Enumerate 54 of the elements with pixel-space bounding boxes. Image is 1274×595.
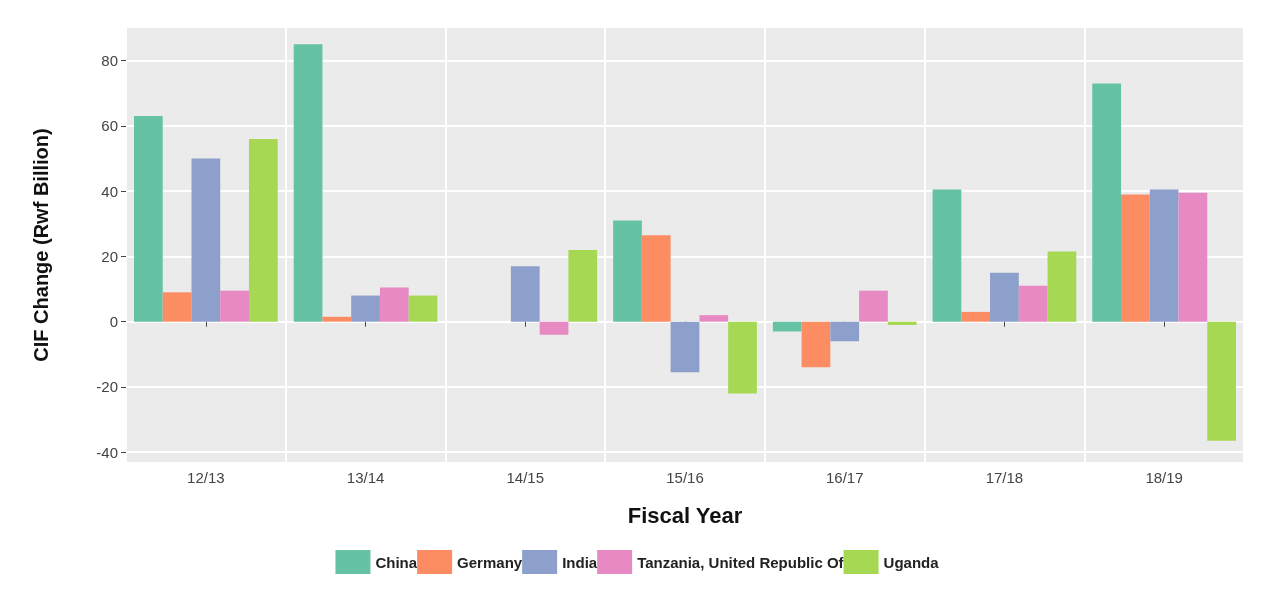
bar <box>990 272 1019 322</box>
bar <box>162 292 192 322</box>
bar <box>641 235 671 322</box>
bar <box>1121 194 1150 322</box>
x-tick-label: 17/18 <box>985 469 1024 486</box>
x-tick-label: 14/15 <box>506 469 545 486</box>
bar <box>1207 321 1237 441</box>
y-tick-label: 60 <box>101 117 118 135</box>
bar <box>859 290 888 322</box>
y-tick-label: 80 <box>101 52 118 70</box>
y-tick-label: 0 <box>109 313 118 331</box>
bar <box>248 138 278 322</box>
bar <box>728 321 757 394</box>
bar <box>568 249 598 322</box>
bar <box>379 287 409 322</box>
bar <box>1149 189 1179 322</box>
legend-label: Tanzania, United Republic Of <box>637 553 845 571</box>
bar <box>351 295 380 322</box>
bar <box>772 321 802 332</box>
bar <box>961 311 991 322</box>
y-tick-label: 20 <box>101 247 118 265</box>
bar <box>322 316 352 322</box>
bar <box>1178 192 1208 322</box>
x-axis-title: Fiscal Year <box>627 502 743 528</box>
x-tick-label: 13/14 <box>346 469 385 486</box>
bar <box>191 158 221 322</box>
bar <box>1092 83 1122 322</box>
bar <box>293 44 323 322</box>
bar <box>830 321 860 342</box>
legend-label: Uganda <box>883 553 940 571</box>
legend-label: Germany <box>457 553 523 571</box>
x-tick-label: 15/16 <box>666 469 704 486</box>
bar <box>699 315 729 322</box>
bar <box>510 266 540 322</box>
bar <box>408 295 438 322</box>
bar <box>1018 285 1048 322</box>
x-tick-label: 18/19 <box>1145 469 1183 486</box>
bar <box>932 189 962 322</box>
legend-label: China <box>375 553 418 571</box>
bar <box>220 290 249 322</box>
y-tick-label: -40 <box>96 443 118 461</box>
bar <box>1047 251 1077 322</box>
y-axis-title: CIF Change (Rwf Billion) <box>30 128 52 362</box>
bar <box>133 116 163 322</box>
bar <box>887 321 917 325</box>
bar <box>613 220 642 322</box>
bar <box>801 321 831 368</box>
bar <box>670 321 700 373</box>
x-tick-label: 12/13 <box>187 469 225 486</box>
legend-label: India <box>562 553 598 571</box>
y-tick-label: -20 <box>96 378 118 396</box>
y-tick-label: 40 <box>101 182 118 200</box>
x-tick-label: 16/17 <box>825 469 864 486</box>
bar <box>539 321 569 335</box>
